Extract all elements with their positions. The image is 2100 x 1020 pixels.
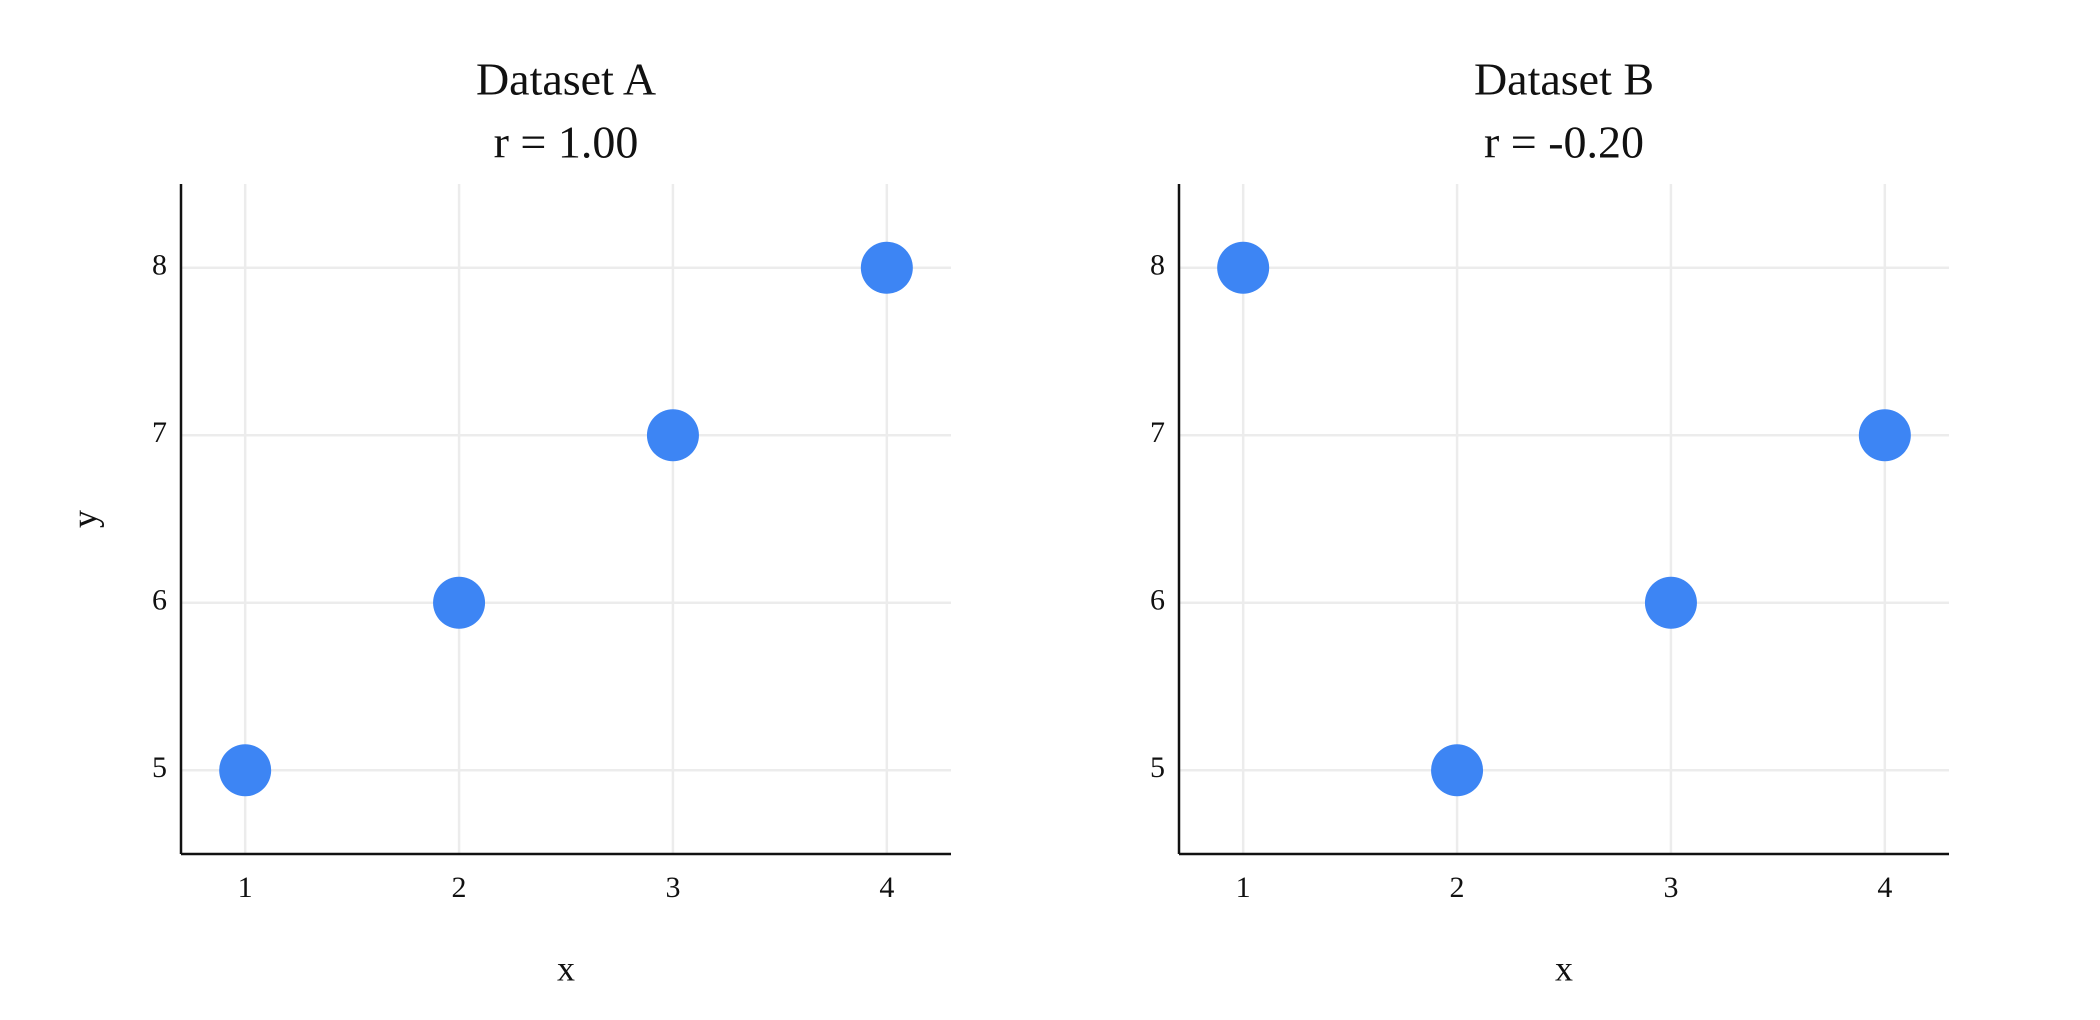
y-tick-label: 6 xyxy=(1150,584,1165,617)
y-tick-label: 5 xyxy=(1150,751,1165,784)
chart-subtitle: r = -0.20 xyxy=(1484,117,1644,168)
x-tick-label: 1 xyxy=(238,871,253,904)
point xyxy=(1644,576,1697,629)
chart-title: Dataset B xyxy=(1474,54,1654,105)
y-axis-label: y xyxy=(64,510,104,528)
x-axis-label: x xyxy=(557,948,575,988)
chart-subtitle: r = 1.00 xyxy=(494,117,639,168)
x-tick-label: 3 xyxy=(665,871,680,904)
x-tick-label: 4 xyxy=(879,871,894,904)
x-tick-label: 1 xyxy=(1236,871,1251,904)
y-tick-label: 8 xyxy=(152,249,167,282)
point xyxy=(1858,409,1911,462)
y-tick-label: 8 xyxy=(1150,249,1165,282)
chart-title: Dataset A xyxy=(476,54,656,105)
x-tick-label: 2 xyxy=(1450,871,1465,904)
x-tick-label: 2 xyxy=(452,871,467,904)
y-tick-label: 5 xyxy=(152,751,167,784)
point xyxy=(433,576,486,629)
x-tick-label: 3 xyxy=(1663,871,1678,904)
y-tick-label: 7 xyxy=(152,416,167,449)
point xyxy=(860,241,913,294)
y-tick-label: 6 xyxy=(152,584,167,617)
point xyxy=(1217,241,1270,294)
point xyxy=(1431,744,1484,797)
x-axis-label: x xyxy=(1555,948,1573,988)
y-tick-label: 7 xyxy=(1150,416,1165,449)
point xyxy=(219,744,272,797)
point xyxy=(646,409,699,462)
x-tick-label: 4 xyxy=(1877,871,1892,904)
